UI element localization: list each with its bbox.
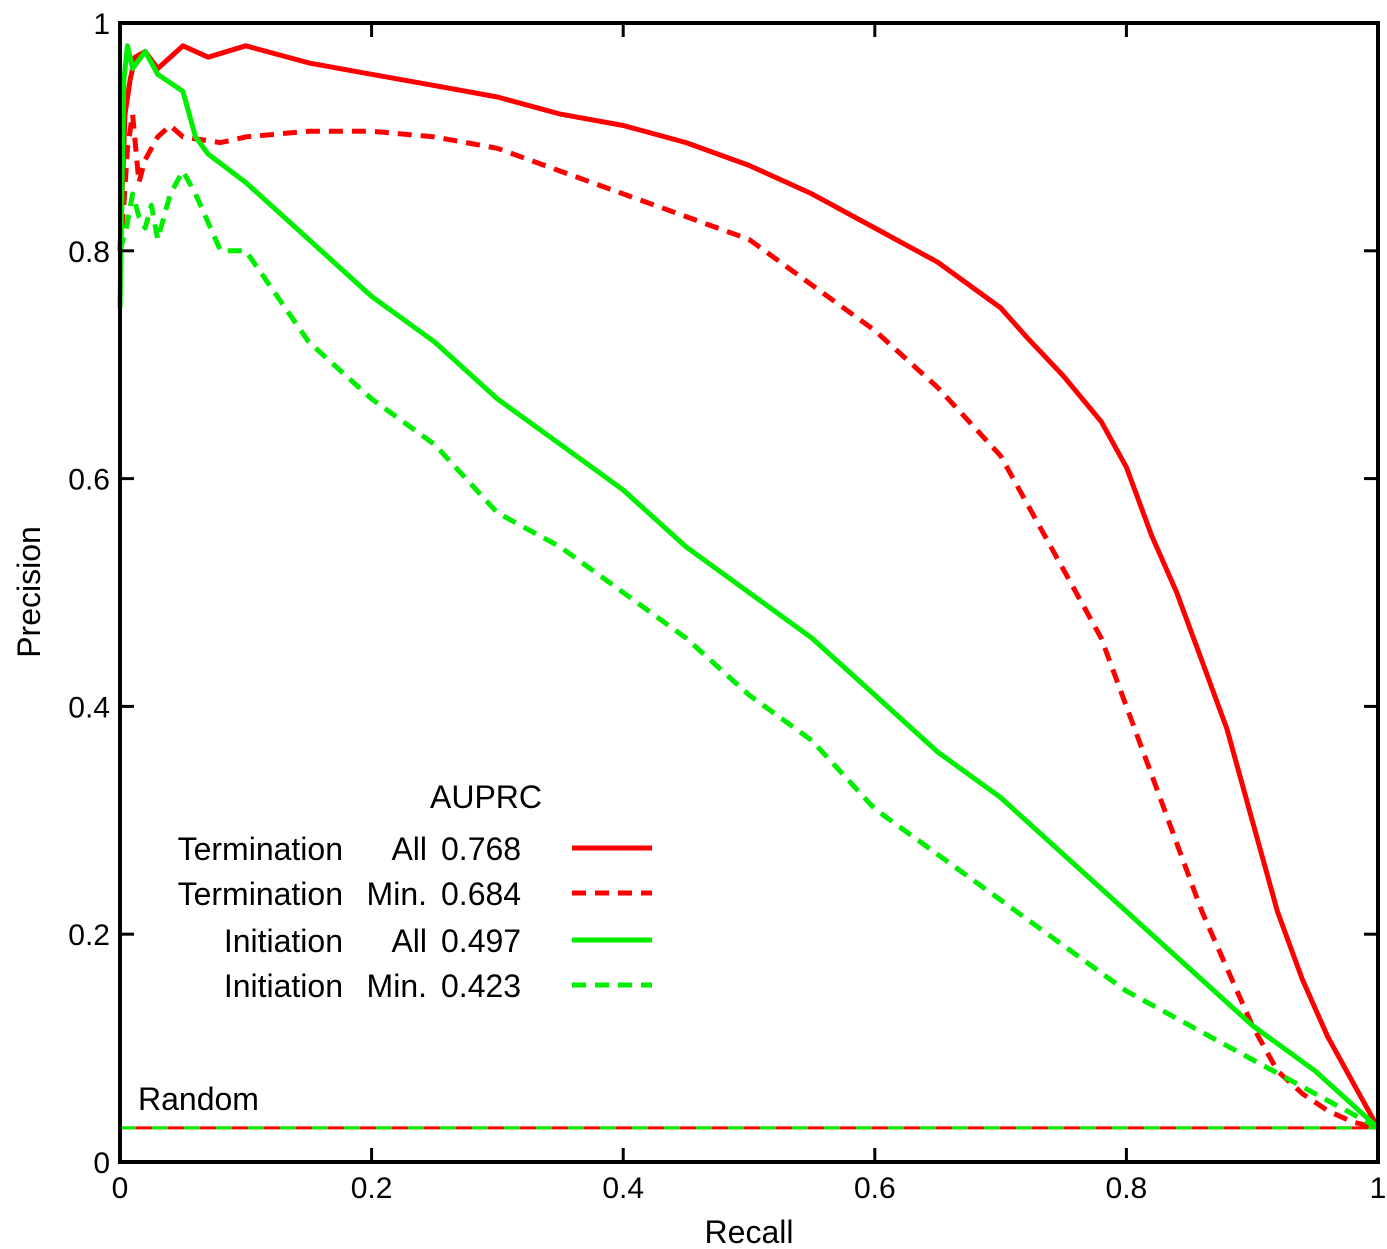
y-axis-label: Precision [11, 526, 47, 658]
legend-auprc-value: 0.684 [441, 876, 521, 912]
x-tick-label: 0.2 [351, 1172, 393, 1205]
legend-title: AUPRC [430, 779, 542, 815]
y-tick-label: 0 [93, 1147, 110, 1180]
x-tick-label: 1 [1370, 1172, 1387, 1205]
plot-frame [118, 21, 1380, 1164]
legend-entry-initiation-min: Initiation Min. 0.423 [224, 968, 652, 1004]
series-line-initiation-min [117, 168, 1380, 1130]
x-axis-label: Recall [705, 1214, 794, 1249]
y-tick-label: 1 [93, 8, 110, 41]
legend-label-sub: Min. [367, 876, 427, 912]
baseline-label: Random [138, 1081, 259, 1117]
x-tick-label: 0.4 [602, 1172, 644, 1205]
legend-label-sub: All [391, 923, 427, 959]
legend: AUPRC Termination All 0.768 Termination … [178, 779, 652, 1004]
legend-auprc-value: 0.768 [441, 831, 521, 867]
series-line-termination-min [117, 111, 1379, 1131]
legend-label-main: Initiation [224, 923, 343, 959]
y-tick-label: 0.8 [68, 236, 110, 269]
y-tick-label: 0.4 [68, 691, 110, 724]
x-tick-label: 0.6 [854, 1172, 896, 1205]
legend-label-sub: All [391, 831, 427, 867]
legend-entry-termination-all: Termination All 0.768 [178, 831, 652, 867]
legend-entry-termination-min: Termination Min. 0.684 [178, 876, 652, 912]
series-line-initiation-all [117, 43, 1380, 1130]
x-tick-label: 0 [112, 1172, 129, 1205]
legend-auprc-value: 0.497 [441, 923, 521, 959]
series-layer [117, 43, 1381, 1131]
legend-entry-initiation-all: Initiation All 0.497 [224, 923, 652, 959]
ticks-layer: 0 0.2 0.4 0.6 0.8 1 0 0.2 0.4 0.6 0.8 1 [68, 8, 1386, 1205]
x-tick-label: 0.8 [1106, 1172, 1148, 1205]
legend-label-main: Termination [178, 831, 343, 867]
y-tick-label: 0.6 [68, 464, 110, 497]
legend-auprc-value: 0.423 [441, 968, 521, 1004]
legend-label-sub: Min. [367, 968, 427, 1004]
legend-label-main: Termination [178, 876, 343, 912]
legend-label-main: Initiation [224, 968, 343, 1004]
y-tick-label: 0.2 [68, 919, 110, 952]
